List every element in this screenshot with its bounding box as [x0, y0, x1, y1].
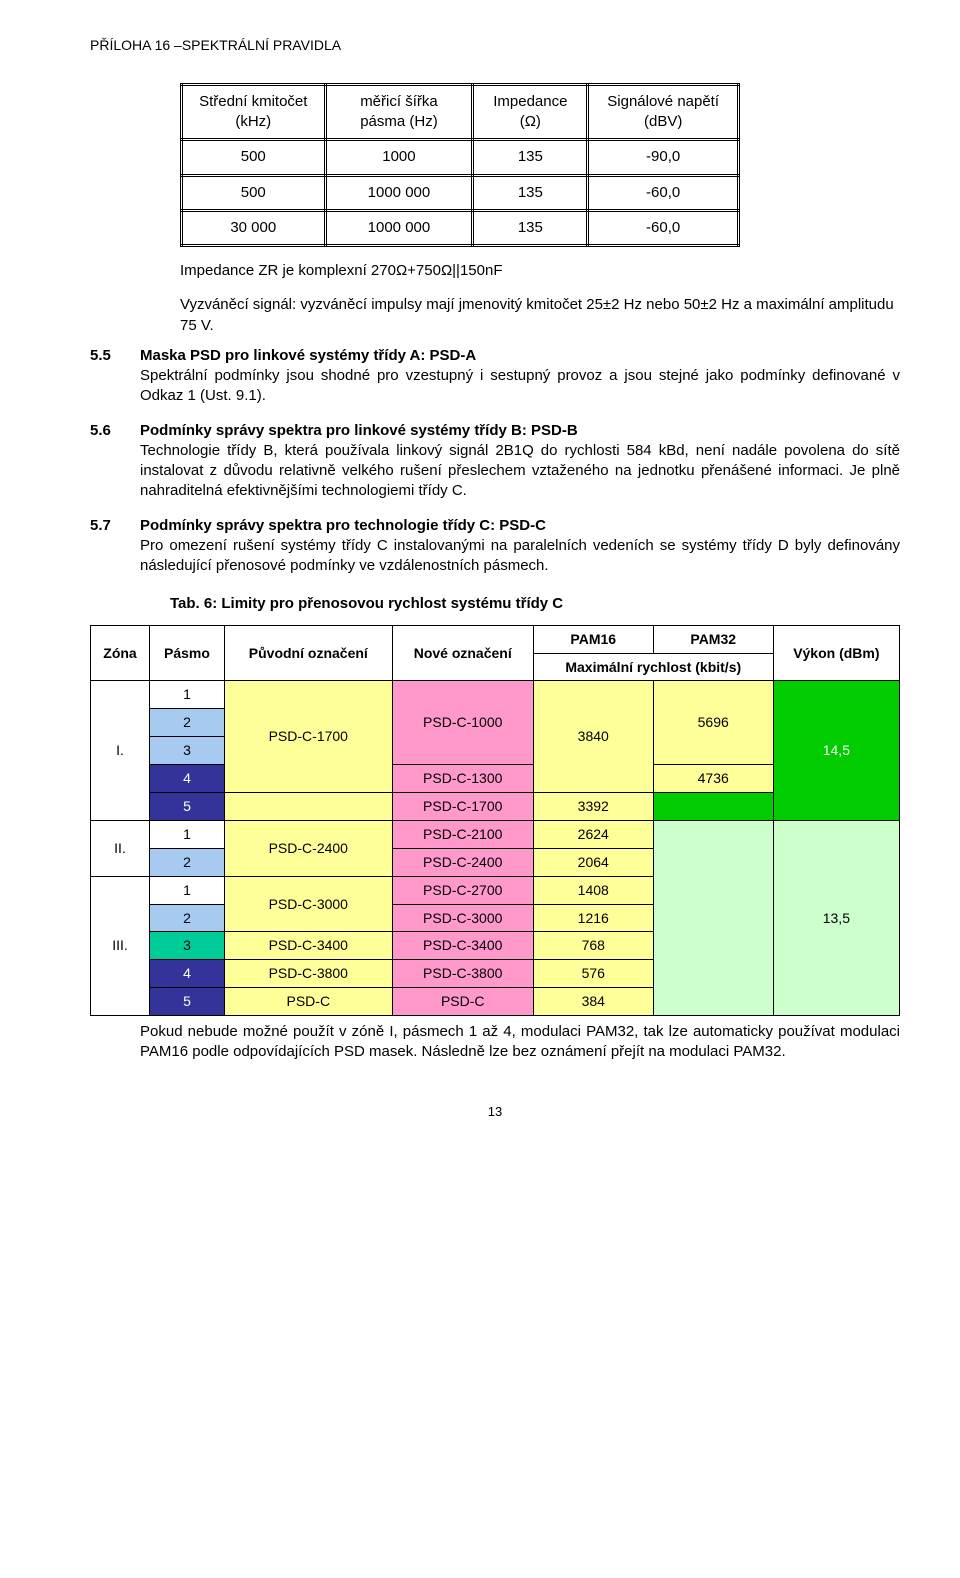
table-impedance: Střední kmitočet (kHz) měřicí šířka pásm… — [180, 83, 900, 247]
th: Impedance (Ω) — [473, 84, 588, 140]
td: 30 000 — [182, 210, 326, 245]
section-5-7: 5.7 Podmínky správy spektra pro technolo… — [90, 516, 900, 577]
footnote: Pokud nebude možné použít v zóně I, pásm… — [140, 1022, 900, 1063]
td: 1000 000 — [325, 210, 473, 245]
td: 500 — [182, 140, 326, 175]
section-body: Pro omezení rušení systémy třídy C insta… — [140, 537, 900, 574]
impedance-note: Impedance ZR je komplexní 270Ω+750Ω||150… — [180, 261, 900, 281]
section-body: Spektrální podmínky jsou shodné pro vzes… — [140, 367, 900, 404]
td: 135 — [473, 210, 588, 245]
td: -60,0 — [588, 210, 739, 245]
th: Signálové napětí (dBV) — [588, 84, 739, 140]
td: -60,0 — [588, 175, 739, 210]
page-number: 13 — [90, 1103, 900, 1121]
td: 135 — [473, 175, 588, 210]
section-title: Podmínky správy spektra pro technologie … — [140, 517, 546, 534]
td: 1000 000 — [325, 175, 473, 210]
td: 500 — [182, 175, 326, 210]
section-body: Technologie třídy B, která používala lin… — [140, 442, 900, 500]
section-5-6: 5.6 Podmínky správy spektra pro linkové … — [90, 421, 900, 502]
th: měřicí šířka pásma (Hz) — [325, 84, 473, 140]
section-title: Maska PSD pro linkové systémy třídy A: P… — [140, 347, 476, 364]
section-num: 5.7 — [90, 516, 140, 577]
th: Střední kmitočet (kHz) — [182, 84, 326, 140]
table6-caption: Tab. 6: Limity pro přenosovou rychlost s… — [170, 594, 900, 614]
page-header: PŘÍLOHA 16 –SPEKTRÁLNÍ PRAVIDLA — [90, 36, 900, 55]
td: 135 — [473, 140, 588, 175]
section-5-5: 5.5 Maska PSD pro linkové systémy třídy … — [90, 346, 900, 407]
table6: ZónaPásmoPůvodní označeníNové označeníPA… — [90, 625, 900, 1016]
section-title: Podmínky správy spektra pro linkové syst… — [140, 422, 578, 439]
signal-note: Vyzváněcí signál: vyzváněcí impulsy mají… — [180, 295, 900, 336]
section-num: 5.5 — [90, 346, 140, 407]
section-num: 5.6 — [90, 421, 140, 502]
td: 1000 — [325, 140, 473, 175]
td: -90,0 — [588, 140, 739, 175]
